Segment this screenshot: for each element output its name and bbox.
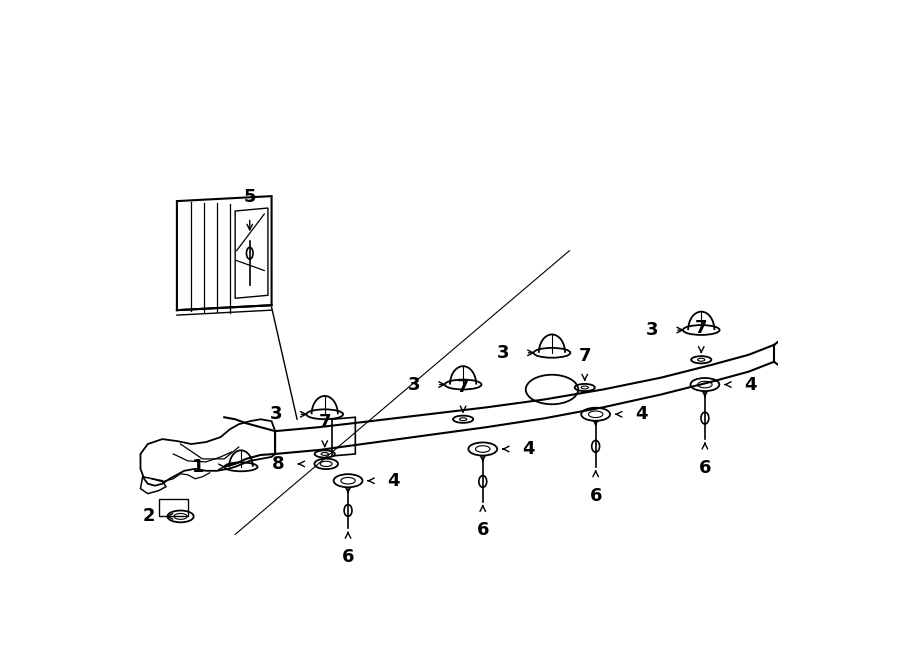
Text: 5: 5 (244, 188, 256, 206)
Text: 2: 2 (142, 508, 155, 525)
Text: 3: 3 (646, 321, 659, 339)
Text: 6: 6 (342, 548, 355, 566)
Text: 1: 1 (192, 458, 204, 476)
Text: 7: 7 (695, 319, 707, 337)
Text: 3: 3 (408, 375, 420, 393)
Text: 4: 4 (387, 472, 400, 490)
Text: 4: 4 (635, 405, 647, 423)
Text: 8: 8 (272, 455, 284, 473)
Text: 4: 4 (522, 440, 535, 458)
Text: 6: 6 (590, 486, 602, 504)
Text: 6: 6 (698, 459, 711, 477)
Text: 4: 4 (744, 375, 757, 393)
Text: 3: 3 (497, 344, 509, 362)
Text: 7: 7 (579, 346, 591, 365)
Text: 6: 6 (476, 522, 489, 539)
Text: 7: 7 (319, 413, 331, 431)
Text: 3: 3 (270, 405, 282, 423)
Text: 7: 7 (457, 378, 470, 397)
